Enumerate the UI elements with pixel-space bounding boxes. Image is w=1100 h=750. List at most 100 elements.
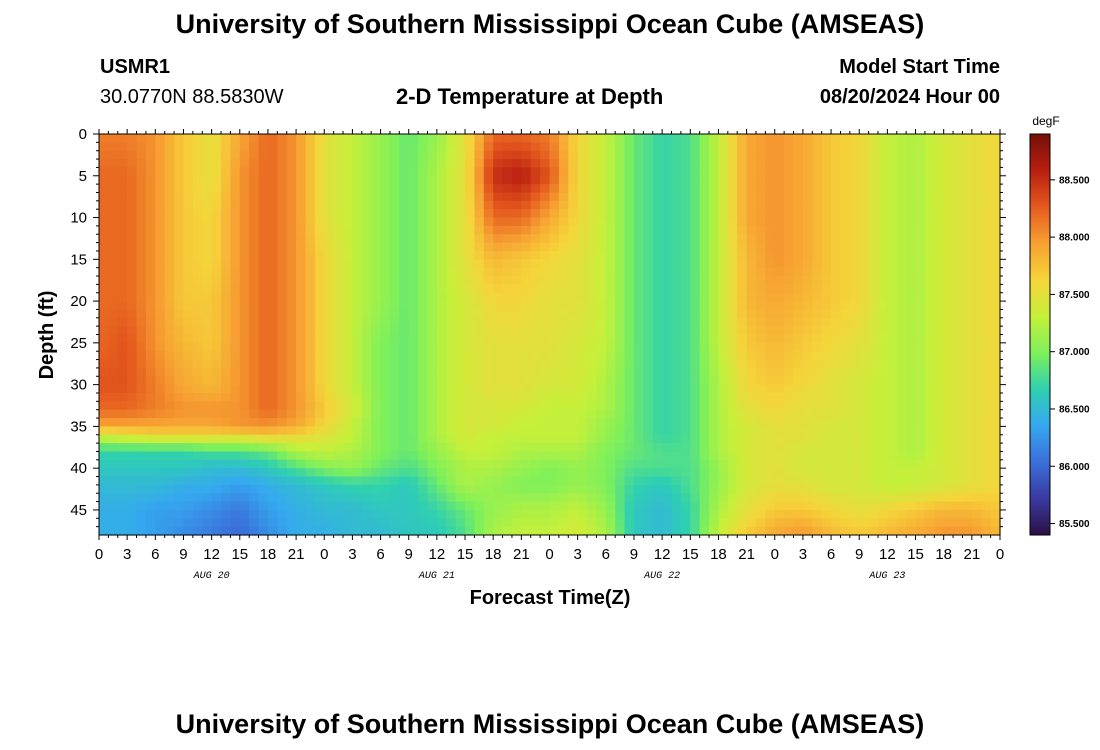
heatmap-cell <box>643 217 654 227</box>
heatmap-cell <box>887 259 898 269</box>
heatmap-cell <box>915 234 926 244</box>
heatmap-cell <box>202 334 213 344</box>
heatmap-cell <box>352 134 363 143</box>
heatmap-cell <box>389 443 400 453</box>
heatmap-cell <box>389 384 400 394</box>
heatmap-cell <box>549 443 560 453</box>
heatmap-cell <box>727 284 738 294</box>
heatmap-cell <box>530 209 541 219</box>
heatmap-cell <box>108 301 119 311</box>
heatmap-cell <box>831 418 842 427</box>
heatmap-cell <box>662 209 673 219</box>
heatmap-cell <box>230 276 241 285</box>
heatmap-cell <box>164 367 175 377</box>
heatmap-cell <box>709 301 720 311</box>
heatmap-cell <box>831 401 842 411</box>
heatmap-cell <box>680 476 691 486</box>
heatmap-cell <box>465 209 476 219</box>
heatmap-cell <box>267 526 278 536</box>
heatmap-cell <box>99 493 109 503</box>
heatmap-cell <box>868 217 879 227</box>
heatmap-cell <box>324 418 335 427</box>
heatmap-cell <box>849 359 860 369</box>
heatmap-cell <box>164 376 175 386</box>
heatmap-cell <box>615 334 626 344</box>
heatmap-cell <box>859 392 870 402</box>
heatmap-cell <box>643 175 654 185</box>
heatmap-cell <box>493 167 504 177</box>
heatmap-cell <box>699 426 710 436</box>
heatmap-cell <box>774 518 785 528</box>
heatmap-cell <box>493 342 504 352</box>
heatmap-cell <box>540 443 551 453</box>
heatmap-cell <box>877 443 888 453</box>
heatmap-cell <box>812 301 823 311</box>
heatmap-cell <box>296 167 307 177</box>
heatmap-cell <box>352 334 363 344</box>
heatmap-cell <box>258 418 269 427</box>
heatmap-cell <box>971 225 982 235</box>
heatmap-cell <box>971 468 982 478</box>
heatmap-cell <box>333 134 344 143</box>
heatmap-cell <box>418 134 429 143</box>
heatmap-cell <box>136 276 147 285</box>
heatmap-cell <box>859 526 870 536</box>
heatmap-cell <box>164 468 175 478</box>
heatmap-cell <box>511 334 522 344</box>
heatmap-cell <box>896 509 907 519</box>
heatmap-cell <box>915 192 926 202</box>
heatmap-cell <box>99 284 109 294</box>
heatmap-cell <box>802 292 813 302</box>
heatmap-cell <box>145 250 156 260</box>
heatmap-cell <box>596 175 607 185</box>
heatmap-cell <box>849 150 860 160</box>
heatmap-cell <box>755 292 766 302</box>
heatmap-cell <box>202 376 213 386</box>
heatmap-cell <box>371 501 382 511</box>
heatmap-cell <box>962 242 973 252</box>
heatmap-cell <box>164 134 175 143</box>
heatmap-cell <box>127 484 138 494</box>
heatmap-cell <box>755 159 766 169</box>
heatmap-cell <box>164 267 175 277</box>
heatmap-cell <box>971 159 982 169</box>
heatmap-cell <box>727 184 738 194</box>
heatmap-cell <box>868 234 879 244</box>
heatmap-cell <box>934 209 945 219</box>
heatmap-cell <box>474 426 485 436</box>
heatmap-cell <box>286 526 297 536</box>
heatmap-cell <box>643 501 654 511</box>
heatmap-cell <box>990 426 1001 436</box>
heatmap-cell <box>511 526 522 536</box>
heatmap-cell <box>483 259 494 269</box>
heatmap-cell <box>333 451 344 461</box>
heatmap-cell <box>896 259 907 269</box>
heatmap-cell <box>887 234 898 244</box>
heatmap-cell <box>483 209 494 219</box>
heatmap-cell <box>943 284 954 294</box>
heatmap-cell <box>511 434 522 444</box>
heatmap-cell <box>915 159 926 169</box>
heatmap-cell <box>136 209 147 219</box>
heatmap-cell <box>352 159 363 169</box>
heatmap-cell <box>530 384 541 394</box>
heatmap-cell <box>502 217 513 227</box>
heatmap-cell <box>558 150 569 160</box>
heatmap-cell <box>840 468 851 478</box>
heatmap-cell <box>136 317 147 327</box>
heatmap-cell <box>549 326 560 336</box>
heatmap-cell <box>230 317 241 327</box>
heatmap-cell <box>145 159 156 169</box>
heatmap-cell <box>211 192 222 202</box>
heatmap-cell <box>502 351 513 361</box>
heatmap-cell <box>568 150 579 160</box>
heatmap-cell <box>192 242 203 252</box>
heatmap-cell <box>680 142 691 152</box>
heatmap-cell <box>267 376 278 386</box>
heatmap-cell <box>117 284 128 294</box>
heatmap-cell <box>399 359 410 369</box>
heatmap-cell <box>812 526 823 536</box>
heatmap-cell <box>286 459 297 469</box>
heatmap-cell <box>418 150 429 160</box>
heatmap-cell <box>221 376 231 386</box>
